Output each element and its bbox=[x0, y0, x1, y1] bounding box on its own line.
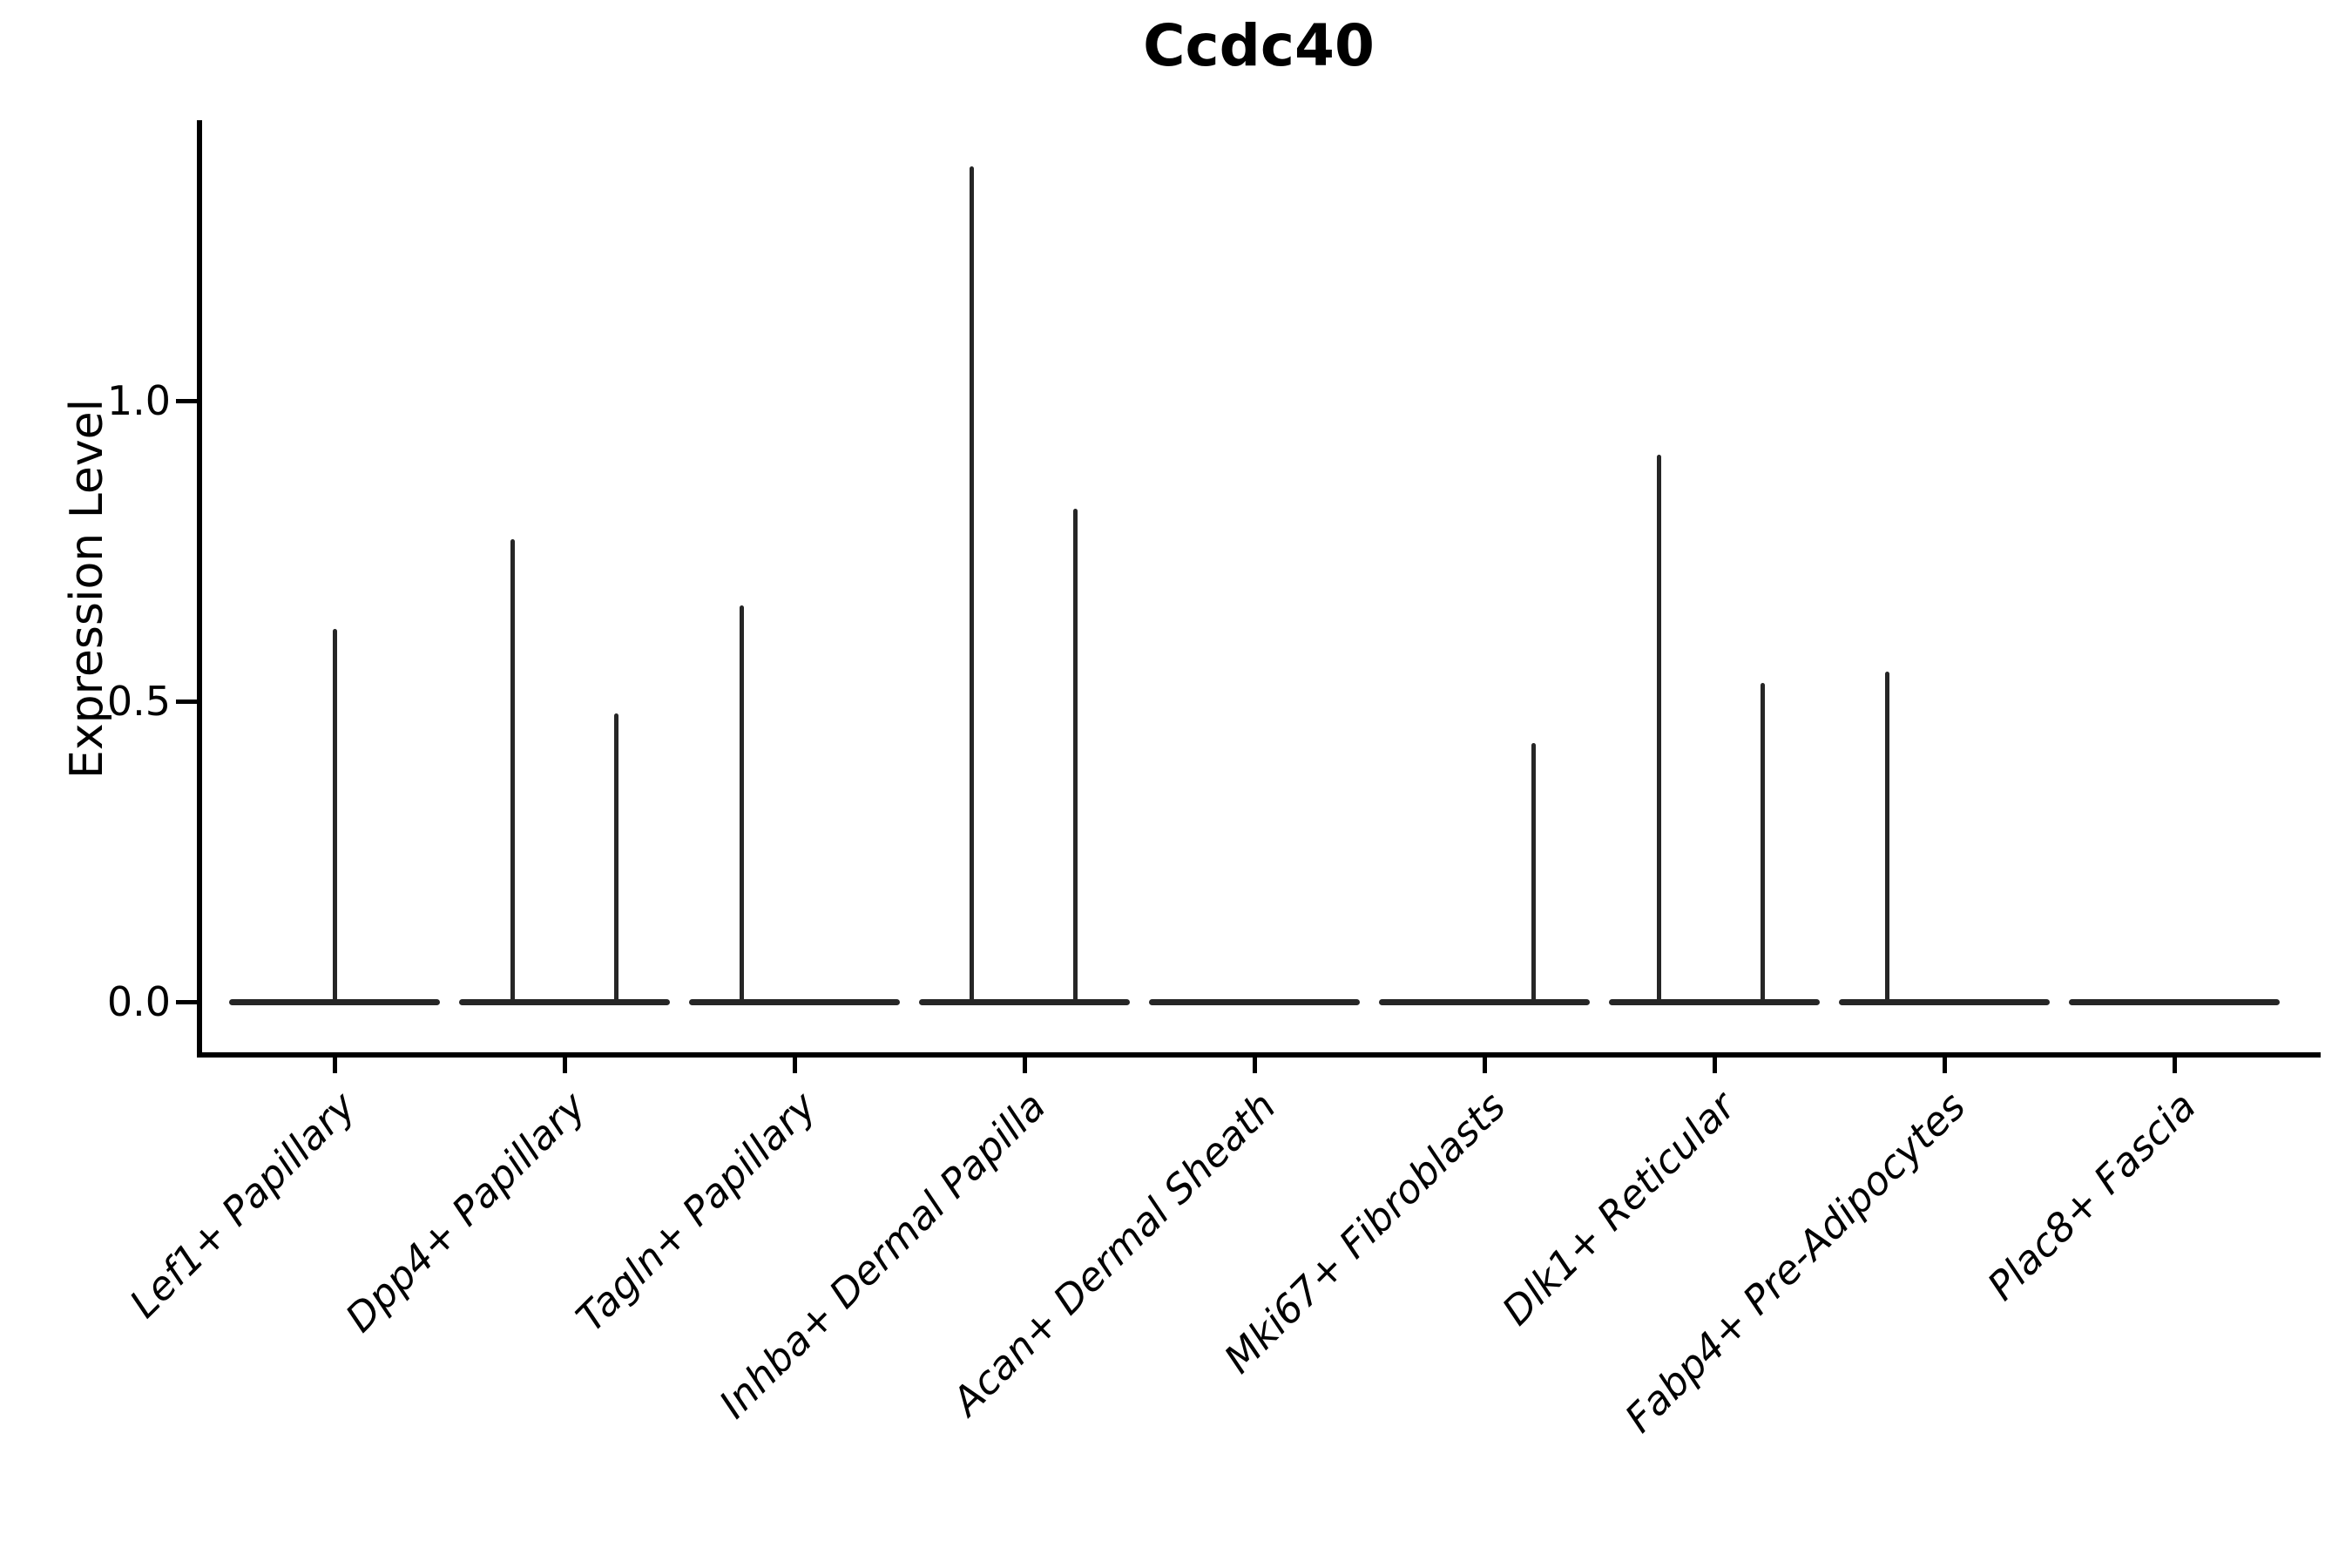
violin-baseline bbox=[1149, 998, 1360, 1005]
x-tick-label-text: Dlk1+ Reticular bbox=[1493, 1083, 1745, 1335]
x-tick bbox=[792, 1052, 797, 1073]
y-tick-label: 0.0 bbox=[106, 978, 171, 1025]
violin-spike bbox=[969, 166, 974, 1005]
x-tick bbox=[1942, 1052, 1947, 1073]
x-tick bbox=[1712, 1052, 1717, 1073]
violin-spike bbox=[1760, 683, 1765, 1005]
x-axis-spine bbox=[197, 1052, 2321, 1058]
violin-spike bbox=[739, 605, 744, 1005]
y-tick bbox=[176, 999, 197, 1004]
violin-baseline bbox=[459, 998, 670, 1005]
violin-baseline bbox=[2069, 998, 2280, 1005]
x-tick-label-text: Plac8+ Fascia bbox=[1977, 1083, 2205, 1309]
violin-baseline bbox=[1609, 998, 1820, 1005]
violin-spike bbox=[510, 538, 515, 1005]
x-tick bbox=[2172, 1052, 2177, 1073]
violin-baseline bbox=[1839, 998, 2050, 1005]
y-tick-label: 0.5 bbox=[106, 678, 171, 725]
x-tick-label-text: Tagln+ Papillary bbox=[566, 1083, 825, 1342]
violin-spike bbox=[613, 713, 618, 1005]
x-tick bbox=[332, 1052, 337, 1073]
x-tick bbox=[1022, 1052, 1027, 1073]
violin-spike bbox=[1072, 509, 1078, 1005]
violin-spike bbox=[1656, 455, 1661, 1005]
y-axis-spine bbox=[197, 120, 202, 1058]
x-tick-label-text: Dpp4+ Papillary bbox=[336, 1083, 595, 1342]
violin-baseline bbox=[1379, 998, 1590, 1005]
x-tick bbox=[1252, 1052, 1257, 1073]
violin-baseline bbox=[689, 998, 900, 1005]
y-tick bbox=[176, 398, 197, 403]
violin-spike bbox=[1531, 743, 1536, 1005]
violin-spike bbox=[332, 629, 337, 1005]
chart-title: Ccdc40 bbox=[1143, 12, 1375, 79]
y-tick bbox=[176, 699, 197, 704]
y-tick-label: 1.0 bbox=[106, 377, 171, 424]
x-tick-label-text: Lef1+ Papillary bbox=[120, 1083, 365, 1327]
x-tick bbox=[1482, 1052, 1487, 1073]
x-tick bbox=[562, 1052, 567, 1073]
violin-baseline bbox=[919, 998, 1130, 1005]
violin-spike bbox=[1884, 671, 1889, 1005]
